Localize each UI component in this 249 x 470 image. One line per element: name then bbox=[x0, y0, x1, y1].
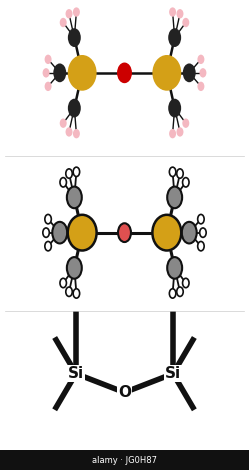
Ellipse shape bbox=[65, 127, 72, 137]
Ellipse shape bbox=[152, 55, 181, 91]
Ellipse shape bbox=[198, 214, 204, 224]
Ellipse shape bbox=[169, 167, 176, 177]
Ellipse shape bbox=[169, 8, 176, 17]
Ellipse shape bbox=[168, 28, 181, 47]
Ellipse shape bbox=[68, 28, 81, 47]
Ellipse shape bbox=[177, 169, 183, 178]
Ellipse shape bbox=[200, 228, 206, 237]
Ellipse shape bbox=[73, 8, 80, 17]
Ellipse shape bbox=[45, 242, 51, 251]
Ellipse shape bbox=[60, 278, 66, 288]
Ellipse shape bbox=[45, 55, 52, 64]
Text: Si: Si bbox=[68, 366, 84, 381]
Text: Si: Si bbox=[165, 366, 181, 381]
Ellipse shape bbox=[65, 9, 72, 18]
Ellipse shape bbox=[60, 118, 67, 128]
Ellipse shape bbox=[53, 63, 66, 82]
Ellipse shape bbox=[197, 82, 204, 91]
Ellipse shape bbox=[197, 55, 204, 64]
Ellipse shape bbox=[73, 129, 80, 138]
Ellipse shape bbox=[68, 99, 81, 118]
Ellipse shape bbox=[152, 215, 181, 251]
Ellipse shape bbox=[66, 169, 72, 178]
Ellipse shape bbox=[183, 178, 189, 187]
Ellipse shape bbox=[167, 257, 182, 279]
Ellipse shape bbox=[60, 178, 66, 187]
Ellipse shape bbox=[118, 223, 131, 242]
Ellipse shape bbox=[68, 55, 97, 91]
Ellipse shape bbox=[183, 63, 196, 82]
Ellipse shape bbox=[199, 68, 206, 78]
Bar bbox=[0, 450, 249, 470]
Ellipse shape bbox=[66, 287, 72, 297]
Ellipse shape bbox=[45, 82, 52, 91]
Ellipse shape bbox=[167, 187, 182, 208]
Ellipse shape bbox=[73, 167, 80, 177]
Text: O: O bbox=[118, 385, 131, 400]
Ellipse shape bbox=[68, 215, 97, 251]
Ellipse shape bbox=[67, 257, 82, 279]
Ellipse shape bbox=[182, 118, 189, 128]
Ellipse shape bbox=[183, 278, 189, 288]
Ellipse shape bbox=[177, 287, 183, 297]
Ellipse shape bbox=[182, 18, 189, 27]
Ellipse shape bbox=[182, 222, 197, 243]
Ellipse shape bbox=[168, 99, 181, 118]
Text: alamy · JG0H87: alamy · JG0H87 bbox=[92, 455, 157, 465]
Ellipse shape bbox=[60, 18, 67, 27]
Ellipse shape bbox=[43, 228, 49, 237]
Ellipse shape bbox=[198, 242, 204, 251]
Ellipse shape bbox=[45, 214, 51, 224]
Ellipse shape bbox=[52, 222, 67, 243]
Ellipse shape bbox=[43, 68, 50, 78]
Ellipse shape bbox=[177, 9, 184, 18]
Ellipse shape bbox=[169, 129, 176, 138]
Ellipse shape bbox=[177, 127, 184, 137]
Ellipse shape bbox=[117, 63, 132, 83]
Ellipse shape bbox=[67, 187, 82, 208]
Ellipse shape bbox=[169, 289, 176, 298]
Ellipse shape bbox=[73, 289, 80, 298]
